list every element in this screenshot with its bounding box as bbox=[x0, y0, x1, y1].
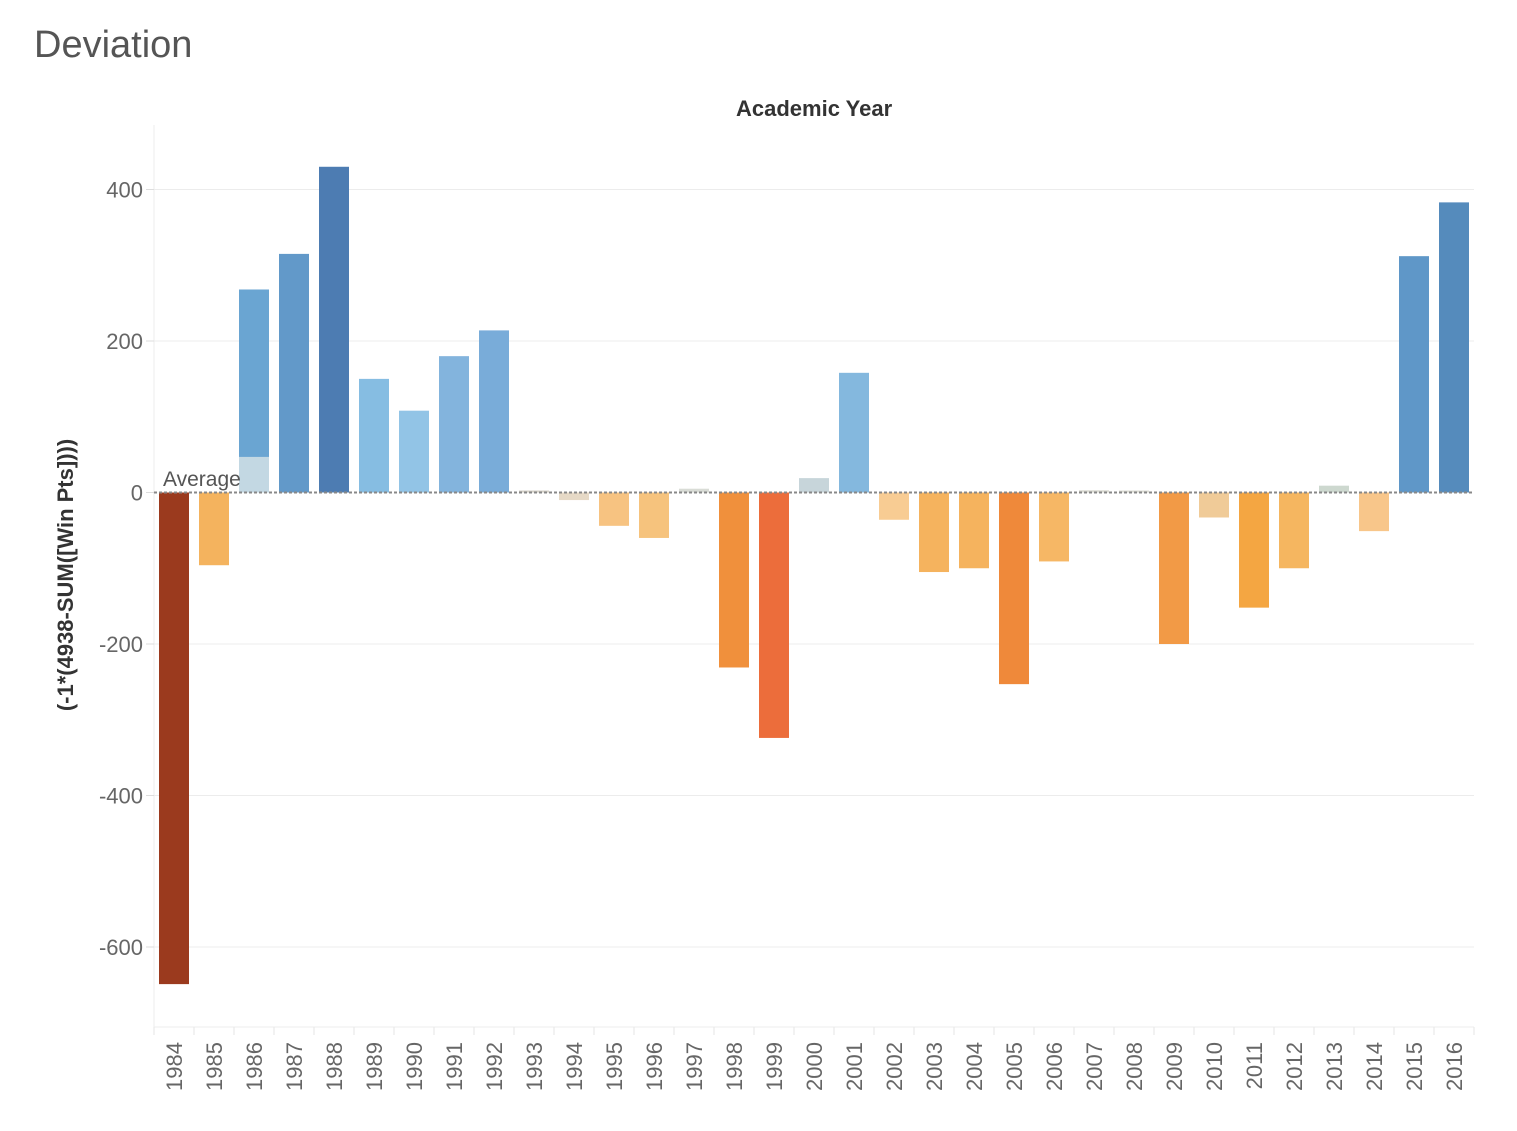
bar-2009 bbox=[1159, 492, 1189, 644]
bar-1998 bbox=[719, 492, 749, 668]
x-tick-label: 2004 bbox=[962, 1042, 987, 1091]
x-tick-label: 2014 bbox=[1362, 1042, 1387, 1091]
reference-line: Average bbox=[154, 468, 1474, 494]
gridlines bbox=[146, 125, 1475, 1035]
x-tick-label: 2012 bbox=[1282, 1042, 1307, 1091]
x-tick-labels: 1984 1985 1986 1987 1988 1989 1990 1991 1992 1993… bbox=[162, 1042, 1467, 1091]
x-tick-label: 1987 bbox=[282, 1042, 307, 1091]
y-tick-label: 400 bbox=[106, 178, 143, 203]
bar-overlay-1986 bbox=[239, 456, 269, 493]
bar-2002 bbox=[879, 492, 909, 520]
x-tick-label: 1996 bbox=[642, 1042, 667, 1091]
bar-2011 bbox=[1239, 492, 1269, 608]
x-tick-label: 1988 bbox=[322, 1042, 347, 1091]
x-tick-label: 2006 bbox=[1042, 1042, 1067, 1091]
x-tick-label: 2013 bbox=[1322, 1042, 1347, 1091]
y-tick-labels: 400 200 0 -200 -400 -600 bbox=[99, 178, 143, 961]
bar-2015 bbox=[1399, 256, 1429, 493]
x-tick-label: 2003 bbox=[922, 1042, 947, 1091]
bar-2012 bbox=[1279, 492, 1309, 569]
y-tick-label: 0 bbox=[131, 481, 143, 506]
bar-2000 bbox=[799, 478, 829, 493]
bar-1999 bbox=[759, 492, 789, 738]
average-label: Average bbox=[163, 468, 241, 491]
x-tick-label: 1989 bbox=[362, 1042, 387, 1091]
bar-1988 bbox=[319, 166, 349, 493]
bar-2001 bbox=[839, 372, 869, 493]
x-tick-label: 1990 bbox=[402, 1042, 427, 1091]
x-tick-label: 2000 bbox=[802, 1042, 827, 1091]
bars bbox=[159, 166, 1469, 985]
top-axis-label: Academic Year bbox=[736, 96, 893, 121]
chart-title: Deviation bbox=[34, 24, 193, 66]
x-tick-label: 2010 bbox=[1202, 1042, 1227, 1091]
bar-2006 bbox=[1039, 492, 1069, 562]
x-tick-label: 2008 bbox=[1122, 1042, 1147, 1091]
x-tick-label: 1993 bbox=[522, 1042, 547, 1091]
x-tick-label: 1994 bbox=[562, 1042, 587, 1091]
bar-1991 bbox=[439, 356, 469, 493]
bar-2010 bbox=[1199, 492, 1229, 518]
x-tick-label: 2005 bbox=[1002, 1042, 1027, 1091]
x-tick-label: 2016 bbox=[1442, 1042, 1467, 1091]
x-tick-label: 1984 bbox=[162, 1042, 187, 1091]
x-tick-label: 2011 bbox=[1242, 1042, 1267, 1089]
x-tick-label: 1986 bbox=[242, 1042, 267, 1091]
y-tick-label: -600 bbox=[99, 935, 143, 960]
x-tick-label: 2009 bbox=[1162, 1042, 1187, 1091]
bar-1990 bbox=[399, 410, 429, 493]
x-tick-label: 1992 bbox=[482, 1042, 507, 1091]
bar-2014 bbox=[1359, 492, 1389, 532]
bar-2013 bbox=[1319, 485, 1349, 493]
x-tick-label: 1995 bbox=[602, 1042, 627, 1091]
x-tick-label: 1985 bbox=[202, 1042, 227, 1091]
y-tick-label: -200 bbox=[99, 632, 143, 657]
y-tick-label: 200 bbox=[106, 329, 143, 354]
x-tick-label: 1999 bbox=[762, 1042, 787, 1091]
bar-2005 bbox=[999, 492, 1029, 685]
bar-1989 bbox=[359, 378, 389, 493]
bar-2004 bbox=[959, 492, 989, 569]
x-tick-label: 2002 bbox=[882, 1042, 907, 1091]
x-tick-label: 1997 bbox=[682, 1042, 707, 1091]
bar-1984 bbox=[159, 492, 189, 985]
y-tick-label: -400 bbox=[99, 784, 143, 809]
bar-1997 bbox=[679, 488, 709, 493]
x-tick-label: 1991 bbox=[442, 1042, 467, 1091]
bar-1987 bbox=[279, 253, 309, 493]
x-tick-label: 2001 bbox=[842, 1042, 867, 1091]
bar-1995 bbox=[599, 492, 629, 526]
bar-1992 bbox=[479, 330, 509, 493]
bar-1994 bbox=[559, 492, 589, 501]
bar-1985 bbox=[199, 492, 229, 566]
x-tick-label: 1998 bbox=[722, 1042, 747, 1091]
x-tick-label: 2007 bbox=[1082, 1042, 1107, 1091]
bar-2007 bbox=[1079, 490, 1109, 493]
x-tick-label: 2015 bbox=[1402, 1042, 1427, 1091]
bar-2003 bbox=[919, 492, 949, 573]
bar-1996 bbox=[639, 492, 669, 538]
bar-2016 bbox=[1439, 202, 1469, 493]
